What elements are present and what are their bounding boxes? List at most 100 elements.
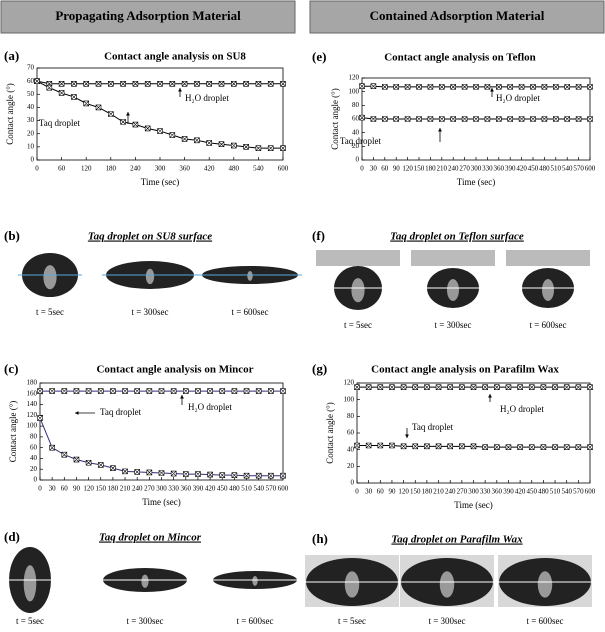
x-tick-label: 510 <box>550 488 561 496</box>
x-tick-label: 210 <box>120 485 131 493</box>
x-tick-label: 390 <box>503 488 514 496</box>
x-tick-label: 450 <box>217 485 228 493</box>
arrow-head <box>180 395 184 399</box>
marker <box>231 80 237 87</box>
x-tick-label: 240 <box>445 488 456 496</box>
panel-label: (d) <box>4 529 20 544</box>
x-tick-label: 420 <box>515 488 526 496</box>
marker <box>541 84 548 90</box>
x-tick-label: 0 <box>38 485 42 493</box>
marker <box>587 444 593 450</box>
x-tick-label: 120 <box>81 165 92 173</box>
marker <box>575 84 582 90</box>
time-label: t = 600sec <box>526 616 563 626</box>
marker <box>370 83 377 89</box>
marker <box>169 80 176 87</box>
y-tick-label: 60 <box>352 115 360 123</box>
marker <box>231 472 238 478</box>
marker <box>206 80 212 87</box>
marker <box>267 80 274 87</box>
y-tick-label: 100 <box>349 87 360 95</box>
marker <box>484 84 491 90</box>
y-axis-label: Contact angle (°) <box>325 402 335 464</box>
x-tick-label: 570 <box>573 488 584 496</box>
y-tick-label: 0 <box>351 479 355 487</box>
marker <box>280 145 286 151</box>
marker <box>439 116 445 122</box>
marker <box>95 80 102 87</box>
marker <box>46 84 53 91</box>
marker <box>170 388 177 394</box>
marker <box>280 472 286 479</box>
marker <box>144 125 151 132</box>
y-tick-label: 80 <box>30 432 38 440</box>
marker <box>85 459 92 466</box>
marker <box>450 116 456 122</box>
x-tick-label: 120 <box>83 485 94 493</box>
marker <box>134 469 140 475</box>
x-tick-label: 150 <box>414 165 425 173</box>
x-tick-label: 240 <box>130 165 141 173</box>
x-tick-label: 30 <box>49 485 57 493</box>
marker <box>365 384 372 390</box>
marker <box>393 84 399 90</box>
marker <box>393 116 399 122</box>
droplet-highlight <box>447 279 459 301</box>
droplet-highlight <box>145 268 155 285</box>
x-tick-label: 420 <box>205 485 216 493</box>
annotation: Taq droplet <box>340 136 382 146</box>
marker <box>505 444 512 450</box>
marker <box>194 137 200 144</box>
x-tick-label: 0 <box>35 165 39 173</box>
marker <box>541 116 548 122</box>
time-label: t = 300sec <box>428 616 465 626</box>
time-label: t = 600sec <box>231 307 268 317</box>
x-tick-label: 330 <box>168 485 179 493</box>
marker <box>575 384 582 390</box>
marker <box>195 388 201 394</box>
time-label: t = 300sec <box>126 616 163 626</box>
x-tick-label: 480 <box>229 485 240 493</box>
x-tick-label: 240 <box>132 485 143 493</box>
marker <box>377 384 384 390</box>
arrow-head <box>178 88 182 92</box>
arrow-head <box>75 411 79 415</box>
marker <box>552 444 558 450</box>
y-tick-label: 50 <box>27 90 35 98</box>
annotation: Taq droplet <box>412 422 454 432</box>
x-axis-label: Time (sec) <box>457 177 495 187</box>
y-tick-label: 20 <box>27 129 35 137</box>
marker <box>122 468 128 475</box>
marker <box>496 116 502 122</box>
droplet-highlight <box>43 265 57 290</box>
marker <box>427 116 434 122</box>
marker <box>122 388 128 394</box>
droplet-highlight <box>351 278 365 303</box>
marker <box>473 84 479 90</box>
marker <box>49 388 55 394</box>
marker <box>73 456 80 463</box>
x-tick-label: 450 <box>528 165 539 173</box>
marker <box>219 388 226 394</box>
y-tick-label: 160 <box>27 389 38 397</box>
marker <box>552 384 558 390</box>
marker <box>404 84 411 90</box>
chart-title: Contact angle analysis on SU8 <box>104 51 246 63</box>
droplet-highlight <box>141 574 149 588</box>
marker <box>183 388 189 394</box>
marker <box>37 388 43 394</box>
x-tick-label: 300 <box>468 488 479 496</box>
x-tick-label: 300 <box>155 165 166 173</box>
marker <box>461 84 468 90</box>
y-tick-label: 0 <box>34 476 38 484</box>
plot-frame <box>356 382 591 484</box>
y-tick-label: 100 <box>27 422 38 430</box>
marker <box>83 80 89 87</box>
annotation: Taq droplet <box>100 407 142 417</box>
time-label: t = 5sec <box>16 616 44 626</box>
marker <box>169 132 176 138</box>
droplet-highlight <box>542 279 554 301</box>
x-tick-label: 0 <box>360 165 364 173</box>
y-tick-label: 40 <box>347 445 355 453</box>
marker <box>400 443 407 450</box>
